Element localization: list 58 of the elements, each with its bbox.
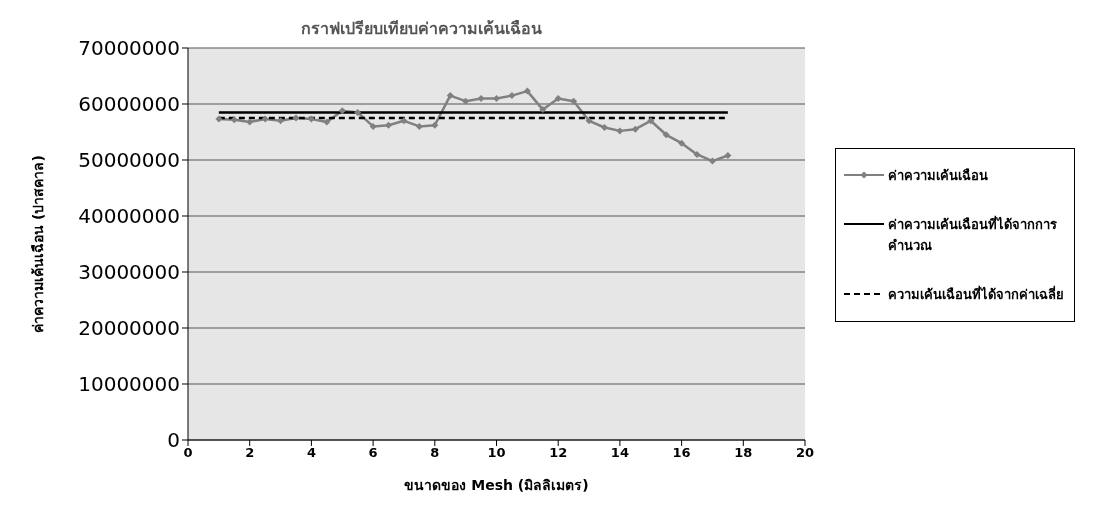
point	[277, 117, 285, 125]
point	[323, 118, 331, 126]
y-tick-label: 30000000	[78, 260, 180, 285]
y-axis-title: ค่าความเค้นเฉือน (ปาสคาล)	[29, 155, 46, 333]
point	[292, 114, 300, 122]
point	[215, 115, 223, 123]
x-tick-label: 14	[610, 445, 629, 461]
x-tick-label: 16	[672, 445, 691, 461]
point	[631, 125, 639, 133]
y-tick-label: 60000000	[78, 92, 180, 117]
point	[446, 92, 454, 100]
point	[338, 107, 346, 115]
point	[554, 94, 562, 102]
point	[493, 94, 500, 102]
point	[431, 121, 439, 129]
x-tick-label: 2	[245, 445, 255, 461]
x-tick-label: 20	[795, 445, 815, 461]
point	[369, 122, 377, 130]
point	[523, 87, 531, 95]
x-axis-title: ขนาดของ Mesh (มิลลิเมตร)	[404, 477, 589, 493]
point	[246, 118, 254, 126]
x-tick-label: 12	[549, 445, 568, 461]
y-tick-label: 10000000	[78, 372, 180, 397]
point	[230, 116, 238, 124]
legend-label: ความเค้นเฉือนที่ได้จากค่าเฉลี่ย	[888, 284, 1064, 304]
legend-label: ค่าความเค้นเฉือนที่ได้จากการคำนวณ	[888, 214, 1058, 255]
point	[724, 152, 732, 160]
x-tick-label: 0	[183, 445, 193, 461]
point	[585, 117, 593, 125]
point	[354, 108, 362, 116]
point	[662, 131, 670, 139]
point	[600, 124, 608, 132]
point	[415, 122, 423, 130]
point	[307, 115, 315, 123]
point	[477, 94, 485, 102]
point	[570, 97, 578, 105]
y-tick-label: 50000000	[78, 148, 180, 173]
point	[462, 97, 470, 105]
chart-title: กราฟเปรียบเทียบค่าความเค้นเฉือน	[301, 19, 542, 38]
x-tick-label: 10	[487, 445, 506, 461]
point	[708, 157, 716, 165]
point	[385, 121, 393, 129]
point	[678, 139, 686, 147]
point	[261, 115, 269, 123]
point	[400, 117, 408, 125]
y-tick-label: 70000000	[78, 36, 180, 61]
x-tick-label: 6	[368, 445, 378, 461]
x-tick-label: 4	[306, 445, 316, 461]
x-tick-label: 8	[430, 445, 440, 461]
point	[693, 150, 701, 158]
point	[539, 106, 547, 114]
point	[616, 127, 624, 135]
y-tick-label: 40000000	[78, 204, 180, 229]
point	[508, 92, 516, 100]
x-tick-label: 18	[734, 445, 753, 461]
point	[647, 117, 655, 125]
y-tick-label: 20000000	[78, 316, 180, 341]
legend-label: ค่าความเค้นเฉือน	[888, 167, 988, 185]
